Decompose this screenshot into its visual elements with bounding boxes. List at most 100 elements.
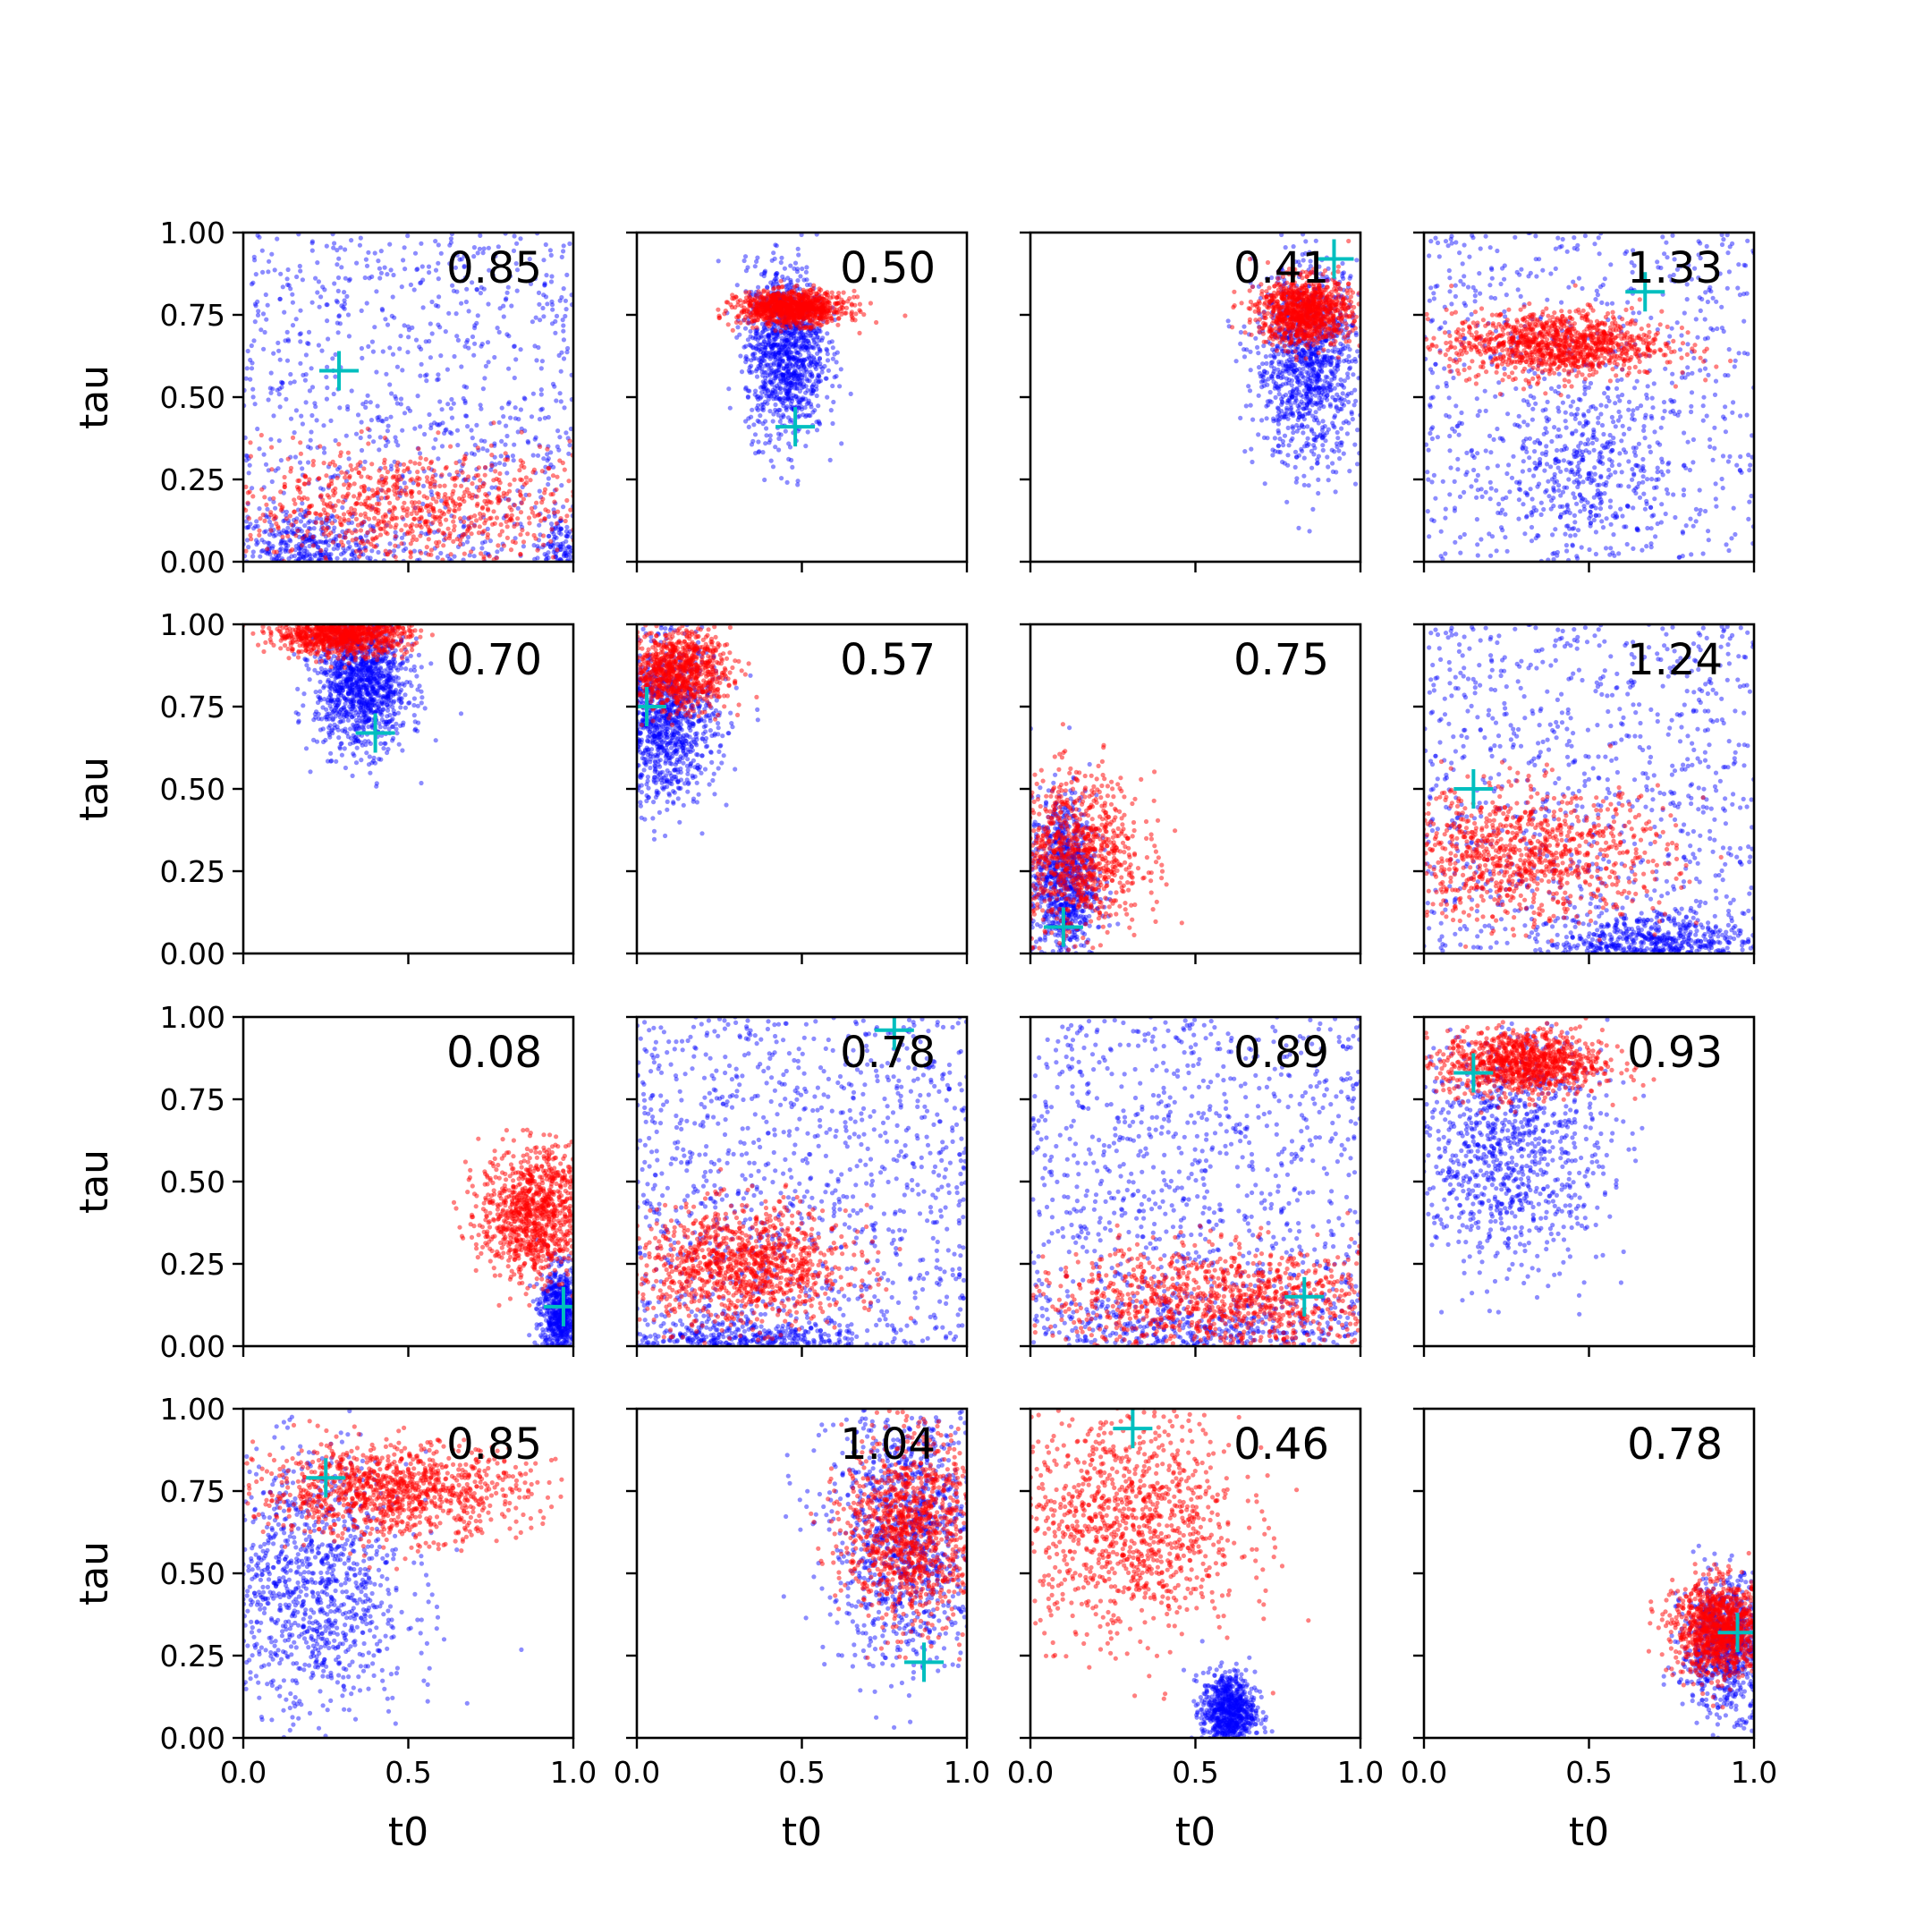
prior-point bbox=[269, 251, 275, 257]
prior-point bbox=[519, 426, 524, 431]
prior-point bbox=[1335, 360, 1340, 366]
prior-point bbox=[262, 539, 267, 545]
prior-point bbox=[546, 550, 551, 555]
prior-point bbox=[830, 345, 835, 351]
prior-point bbox=[502, 462, 507, 468]
prior-point bbox=[762, 399, 768, 404]
prior-point bbox=[1313, 410, 1318, 415]
prior-point bbox=[257, 506, 262, 512]
posterior-point bbox=[424, 545, 429, 550]
prior-point bbox=[424, 378, 429, 384]
prior-point bbox=[781, 403, 786, 409]
posterior-point bbox=[385, 496, 390, 501]
prior-point bbox=[784, 391, 790, 397]
prior-point bbox=[302, 539, 308, 545]
posterior-point bbox=[787, 303, 793, 309]
prior-point bbox=[815, 335, 820, 340]
prior-point bbox=[330, 514, 335, 520]
prior-point bbox=[808, 413, 813, 419]
prior-point bbox=[811, 337, 817, 343]
prior-point bbox=[791, 357, 796, 362]
prior-point bbox=[1326, 359, 1331, 364]
prior-point bbox=[512, 343, 517, 349]
posterior-point bbox=[451, 519, 456, 524]
prior-point bbox=[1350, 417, 1355, 422]
posterior-point bbox=[817, 307, 822, 312]
prior-point bbox=[316, 279, 321, 284]
prior-point bbox=[1309, 361, 1314, 367]
posterior-point bbox=[342, 482, 347, 487]
posterior-point bbox=[485, 532, 491, 538]
prior-point bbox=[1294, 422, 1300, 428]
prior-point bbox=[546, 533, 552, 539]
prior-point bbox=[438, 250, 444, 256]
prior-point bbox=[489, 485, 495, 490]
prior-point bbox=[1276, 410, 1282, 415]
prior-point bbox=[765, 373, 770, 378]
prior-point bbox=[459, 257, 464, 262]
prior-point bbox=[1325, 385, 1330, 390]
prior-point bbox=[759, 402, 765, 408]
prior-point bbox=[809, 404, 814, 410]
posterior-point bbox=[733, 305, 738, 310]
posterior-point bbox=[432, 479, 437, 485]
posterior-point bbox=[285, 456, 291, 462]
prior-point bbox=[755, 407, 761, 412]
prior-point bbox=[297, 460, 303, 465]
prior-point bbox=[288, 530, 294, 535]
prior-point bbox=[775, 431, 782, 436]
prior-point bbox=[1314, 418, 1320, 423]
prior-point bbox=[1300, 374, 1305, 379]
prior-point bbox=[1309, 465, 1315, 470]
prior-point bbox=[782, 352, 787, 357]
prior-point bbox=[778, 357, 784, 362]
prior-point bbox=[796, 359, 801, 364]
prior-point bbox=[1306, 399, 1311, 404]
posterior-point bbox=[527, 521, 532, 526]
prior-point bbox=[809, 387, 814, 393]
prior-point bbox=[521, 544, 527, 549]
prior-point bbox=[504, 433, 510, 439]
prior-point bbox=[251, 526, 257, 531]
posterior-point bbox=[769, 295, 775, 301]
prior-point bbox=[464, 413, 470, 419]
prior-point bbox=[1316, 477, 1321, 483]
prior-point bbox=[405, 324, 411, 329]
prior-point bbox=[801, 277, 807, 283]
posterior-point bbox=[321, 531, 326, 537]
prior-point bbox=[506, 400, 512, 405]
posterior-point bbox=[352, 481, 357, 487]
prior-point bbox=[1301, 380, 1306, 386]
posterior-point bbox=[359, 474, 364, 479]
prior-point bbox=[383, 317, 388, 322]
prior-point bbox=[547, 544, 554, 549]
prior-point bbox=[1297, 367, 1302, 372]
prior-point bbox=[543, 242, 548, 248]
prior-point bbox=[259, 248, 265, 253]
posterior-point bbox=[526, 515, 532, 521]
prior-point bbox=[562, 405, 567, 411]
prior-point bbox=[516, 417, 521, 422]
prior-point bbox=[554, 398, 559, 403]
prior-point bbox=[735, 325, 741, 330]
prior-point bbox=[784, 342, 789, 347]
posterior-point bbox=[387, 500, 393, 505]
posterior-point bbox=[411, 534, 416, 539]
prior-point bbox=[789, 385, 794, 390]
truth-marker bbox=[775, 407, 816, 447]
prior-point bbox=[805, 347, 810, 352]
posterior-point bbox=[441, 530, 446, 537]
posterior-point bbox=[379, 474, 385, 479]
posterior-point bbox=[337, 533, 343, 539]
posterior-point bbox=[487, 516, 493, 521]
prior-point bbox=[1271, 419, 1276, 424]
prior-point bbox=[766, 332, 772, 337]
prior-point bbox=[801, 365, 807, 370]
prior-point bbox=[743, 268, 750, 274]
prior-point bbox=[753, 331, 758, 336]
prior-point bbox=[1335, 382, 1341, 387]
posterior-point bbox=[763, 316, 768, 321]
prior-point bbox=[479, 540, 486, 546]
prior-point bbox=[1259, 385, 1265, 390]
prior-point bbox=[1285, 453, 1291, 458]
